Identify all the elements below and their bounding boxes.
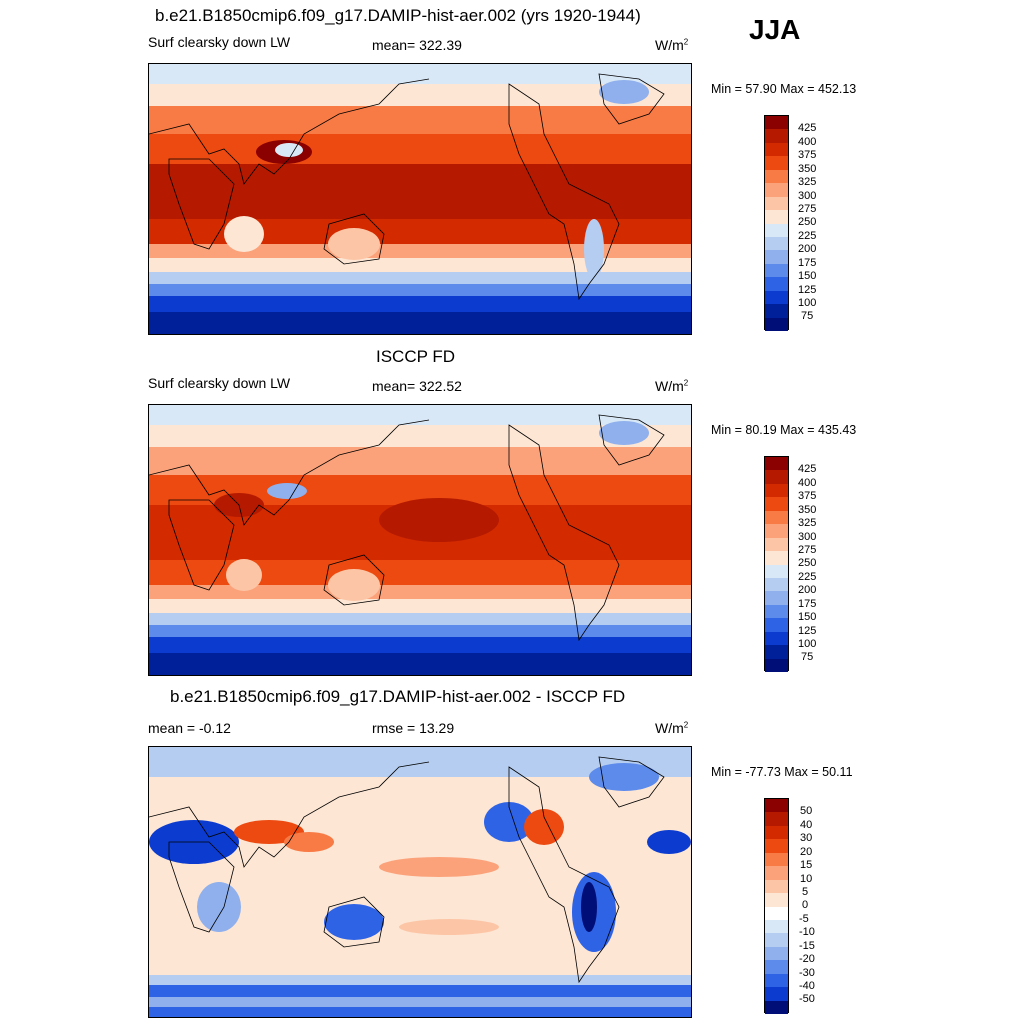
panel1-title: b.e21.B1850cmip6.f09_g17.DAMIP-hist-aer.… xyxy=(155,6,641,25)
colorbar-tick-label: 350 xyxy=(798,504,817,516)
panel1-mean-label: mean= 322.39 xyxy=(372,37,462,53)
colorbar-tick-label: -15 xyxy=(799,940,815,952)
panel1-units-label: W/m2 xyxy=(655,37,689,53)
colorbar-tick-label: 225 xyxy=(798,230,817,242)
colorbar-tick-label: 125 xyxy=(798,625,817,637)
colorbar-tick-label: 100 xyxy=(798,638,817,650)
panel2-colorbar: 425 400 375 350 325 300 275 250 225 200 … xyxy=(764,456,854,672)
colorbar-tick-label: -40 xyxy=(799,980,815,992)
panel1-variable-label: Surf clearsky down LW xyxy=(148,34,291,50)
season-label: JJA xyxy=(749,14,801,45)
colorbar-tick-label: 250 xyxy=(798,557,817,569)
panel3-minmax-label: Min = -77.73 Max = 50.11 xyxy=(711,765,853,779)
panel3-title: b.e21.B1850cmip6.f09_g17.DAMIP-hist-aer.… xyxy=(170,687,626,706)
panel1-map xyxy=(148,63,692,335)
panel2-map xyxy=(148,404,692,676)
colorbar-tick-label: 10 xyxy=(800,873,813,885)
colorbar-tick-label: -20 xyxy=(799,953,815,965)
colorbar-tick-label: 125 xyxy=(798,284,817,296)
colorbar-tick-label: 5 xyxy=(802,886,809,898)
colorbar-tick-label: 200 xyxy=(798,243,817,255)
panel3-units-label: W/m2 xyxy=(655,720,689,736)
panel1-minmax-label: Min = 57.90 Max = 452.13 xyxy=(711,82,857,96)
panel2-units-label: W/m2 xyxy=(655,378,689,394)
colorbar-tick-label: 175 xyxy=(798,598,817,610)
colorbar-tick-label: 400 xyxy=(798,136,817,148)
colorbar-tick-label: 300 xyxy=(798,531,817,543)
colorbar-tick-label: 400 xyxy=(798,477,817,489)
panel1-colorbar-boxes xyxy=(764,115,789,331)
panel3-colorbar: 50 40 30 20 15 10 5 0 -5 -10 -15 -20 -30… xyxy=(764,798,854,1014)
colorbar-tick-label: 275 xyxy=(798,544,817,556)
colorbar-tick-label: 250 xyxy=(798,216,817,228)
colorbar-tick-label: 300 xyxy=(798,190,817,202)
colorbar-tick-label: 75 xyxy=(801,310,814,322)
colorbar-tick-label: 425 xyxy=(798,463,817,475)
colorbar-tick-label: 175 xyxy=(798,257,817,269)
colorbar-tick-label: 20 xyxy=(800,846,813,858)
colorbar-tick-label: 375 xyxy=(798,490,817,502)
colorbar-tick-label: 225 xyxy=(798,571,817,583)
panel2-colorbar-boxes xyxy=(764,456,789,672)
colorbar-tick-label: 350 xyxy=(798,163,817,175)
colorbar-tick-label: 150 xyxy=(798,270,817,282)
panel3-rmse-label: rmse = 13.29 xyxy=(372,720,455,736)
colorbar-tick-label: 325 xyxy=(798,517,817,529)
colorbar-tick-label: -50 xyxy=(799,993,815,1005)
colorbar-tick-label: 30 xyxy=(800,832,813,844)
colorbar-tick-label: 100 xyxy=(798,297,817,309)
panel2-variable-label: Surf clearsky down LW xyxy=(148,375,291,391)
colorbar-tick-label: -10 xyxy=(799,926,815,938)
colorbar-tick-label: -5 xyxy=(799,913,809,925)
panel2-mean-label: mean= 322.52 xyxy=(372,378,462,394)
colorbar-tick-label: -30 xyxy=(799,967,815,979)
panel3-colorbar-boxes xyxy=(764,798,789,1014)
colorbar-tick-label: 425 xyxy=(798,122,817,134)
colorbar-tick-label: 0 xyxy=(802,899,809,911)
colorbar-tick-label: 75 xyxy=(801,651,814,663)
panel2-title: ISCCP FD xyxy=(376,347,456,366)
panel1-colorbar: 425 400 375 350 325 300 275 250 225 200 … xyxy=(764,115,854,331)
colorbar-tick-label: 50 xyxy=(800,805,813,817)
colorbar-tick-label: 275 xyxy=(798,203,817,215)
panel3-map xyxy=(148,746,692,1018)
colorbar-tick-label: 150 xyxy=(798,611,817,623)
panel2-minmax-label: Min = 80.19 Max = 435.43 xyxy=(711,423,857,437)
colorbar-tick-label: 200 xyxy=(798,584,817,596)
panel3-mean-label: mean = -0.12 xyxy=(148,720,231,736)
colorbar-tick-label: 40 xyxy=(800,819,813,831)
colorbar-tick-label: 15 xyxy=(800,859,813,871)
colorbar-tick-label: 375 xyxy=(798,149,817,161)
colorbar-tick-label: 325 xyxy=(798,176,817,188)
